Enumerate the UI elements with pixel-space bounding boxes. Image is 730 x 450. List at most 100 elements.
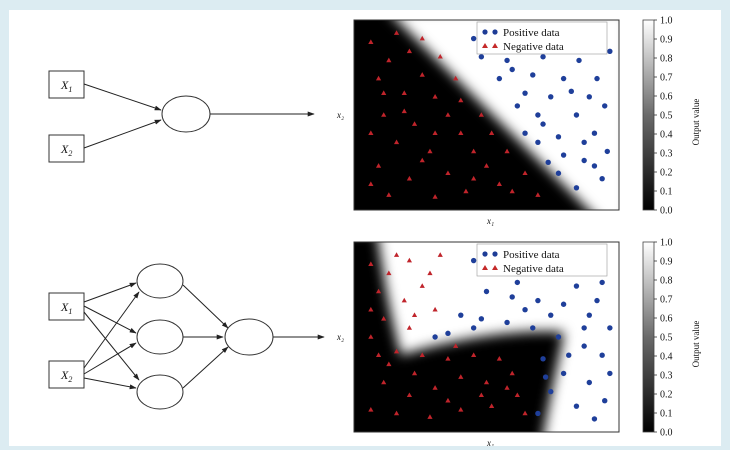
positive-data-point — [535, 297, 541, 304]
negative-data-point — [419, 283, 425, 288]
positive-data-point — [581, 343, 587, 349]
positive-data-point — [573, 112, 580, 118]
negative-data-point — [458, 374, 464, 379]
colorbar-tick-label: 0.0 — [660, 206, 673, 217]
negative-data-point — [419, 35, 425, 41]
positive-data-point — [458, 312, 464, 318]
negative-data-point — [453, 75, 459, 81]
colorbar-tick-label: 0.6 — [660, 92, 673, 103]
positive-data-point — [594, 297, 600, 304]
plot-nonlinear-boundary: Positive data Negative data x₁ x₂ 1.0 0.9… — [336, 238, 701, 447]
edge-x2-h1 — [83, 291, 140, 369]
positive-data-point — [509, 66, 515, 73]
edge-x2-h3 — [83, 377, 137, 390]
input-label-x2: X2 — [60, 142, 72, 158]
negative-data-point — [368, 181, 374, 186]
negative-data-point — [393, 139, 400, 145]
positive-data-point — [483, 288, 490, 295]
positive-data-point — [478, 316, 485, 322]
negative-data-point — [393, 252, 400, 257]
negative-data-point — [381, 379, 387, 385]
positive-data-point — [555, 170, 562, 176]
negative-data-point — [411, 121, 418, 126]
negative-data-point — [368, 39, 374, 44]
negative-data-point — [489, 403, 495, 408]
negative-data-point — [427, 148, 433, 154]
negative-data-point — [393, 30, 400, 35]
positive-data-point — [573, 403, 580, 409]
positive-data-point — [478, 54, 485, 60]
negative-data-point — [514, 392, 520, 398]
positive-data-point — [540, 356, 546, 362]
colorbar-tick-label: 0.4 — [660, 352, 673, 363]
colorbar-tick-label: 0.2 — [660, 168, 673, 179]
negative-data-point — [463, 188, 469, 194]
positive-data-point — [470, 325, 477, 331]
positive-data-point — [514, 103, 521, 109]
positive-data-point — [573, 283, 580, 289]
positive-data-point — [555, 334, 562, 340]
negative-data-point — [381, 112, 387, 117]
negative-data-point — [406, 175, 412, 181]
output-neuron — [224, 318, 274, 356]
network-single-neuron: X1 X2 — [48, 70, 315, 163]
positive-data-point — [535, 410, 541, 417]
legend-negative-marker — [492, 43, 498, 48]
positive-data-point — [581, 157, 587, 164]
colorbar-tick-label: 0.4 — [660, 130, 673, 141]
input-label-x2: X2 — [60, 368, 72, 384]
negative-data-point — [386, 57, 392, 63]
negative-data-point — [522, 170, 528, 176]
negative-data-point — [368, 261, 374, 266]
negative-data-point — [401, 297, 407, 303]
positive-data-point — [607, 325, 613, 331]
negative-data-point — [458, 407, 464, 412]
positive-data-point — [470, 257, 477, 264]
negative-data-point — [406, 48, 412, 54]
legend-positive-marker — [492, 29, 498, 35]
colorbar-tick-label: 0.3 — [660, 371, 673, 382]
x-axis-label: x₁ — [486, 438, 494, 446]
negative-data-point — [471, 352, 477, 357]
positive-data-point — [514, 279, 521, 286]
negative-data-point — [406, 392, 412, 398]
positive-data-point — [599, 352, 605, 358]
legend-negative-label: Negative data — [503, 263, 564, 275]
negative-data-point — [393, 410, 400, 416]
legend-positive-label: Positive data — [503, 249, 560, 261]
colorbar-tick-label: 0.9 — [660, 35, 673, 46]
edge-x1-h1 — [83, 282, 137, 303]
negative-data-point — [522, 410, 528, 416]
edge-x1-h2 — [83, 305, 137, 334]
positive-data-point — [581, 325, 587, 331]
positive-data-point — [599, 176, 605, 182]
colorbar-tick-label: 0.1 — [660, 409, 673, 420]
negative-data-point — [437, 252, 443, 257]
positive-data-point — [530, 325, 536, 331]
negative-data-point — [483, 379, 490, 385]
output-neuron — [161, 95, 211, 133]
positive-data-point — [591, 163, 598, 169]
colorbar-tick-label: 0.2 — [660, 390, 673, 401]
negative-data-point — [381, 90, 387, 95]
negative-data-point — [381, 316, 387, 321]
input-box-x2 — [48, 134, 85, 163]
edge-x1-output — [83, 83, 162, 111]
negative-data-point — [483, 163, 490, 168]
legend-negative-marker — [482, 43, 488, 48]
legend: Positive data Negative data — [476, 243, 608, 277]
hidden-neuron-1 — [136, 263, 184, 299]
negative-data-point — [432, 94, 438, 99]
edge-h1-output — [182, 284, 229, 329]
negative-data-point — [509, 188, 515, 194]
y-axis-label: x₂ — [336, 110, 344, 120]
colorbar-ticks: 1.0 0.9 0.8 0.7 0.6 0.5 0.4 0.3 0.2 0.1 0.0 — [654, 16, 673, 217]
positive-data-point — [607, 48, 613, 54]
positive-data-point — [540, 54, 546, 60]
positive-data-point — [522, 130, 528, 136]
negative-data-point — [445, 170, 451, 176]
plot-frame — [353, 241, 620, 433]
colorbar-ticks: 1.0 0.9 0.8 0.7 0.6 0.5 0.4 0.3 0.2 0.1 0.0 — [654, 238, 673, 439]
negative-data-point — [432, 194, 438, 199]
negative-data-point — [432, 385, 438, 390]
